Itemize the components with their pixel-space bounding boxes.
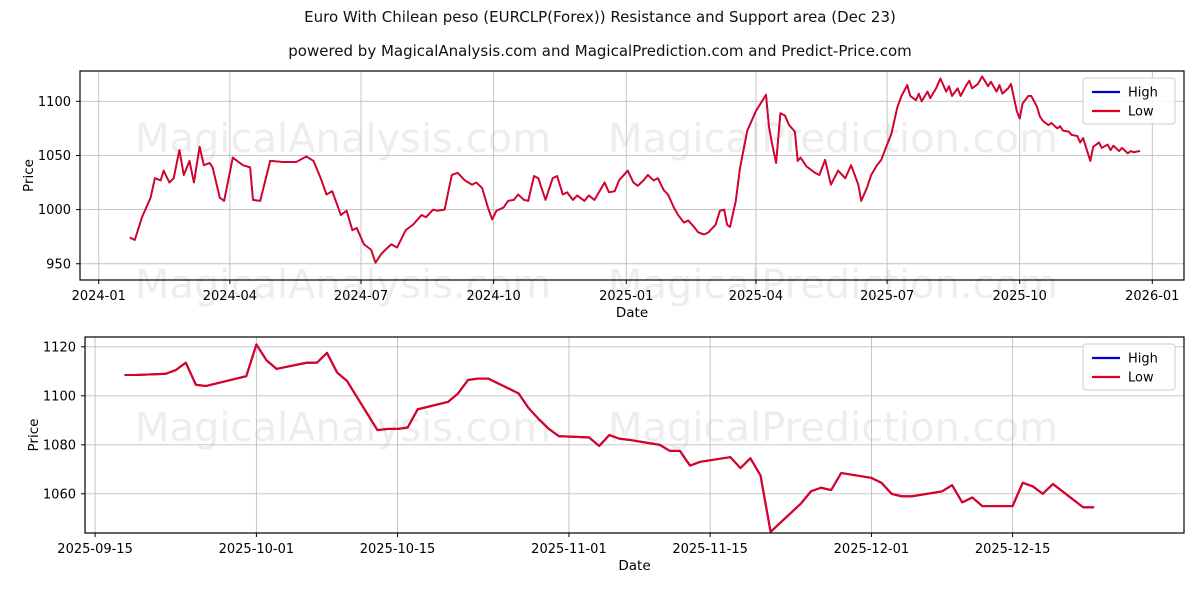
watermark-text: MagicalPrediction.com [608,405,1058,451]
watermark-text: MagicalPrediction.com [608,262,1058,308]
x-tick-label: 2024-07 [334,289,388,304]
x-tick-label: 2025-11-15 [672,542,748,557]
eurclp-recent-three-month-chart: 2025-09-15 2025-10-01 2025-10-15 2025-11-01… [26,336,1185,574]
legend-label-high: High [1128,352,1158,367]
x-tick-label: 2024-04 [203,289,257,304]
axes-spines [84,336,1185,534]
y-tick-label: 1050 [38,149,71,164]
x-tick-label: 2025-12-15 [975,542,1051,557]
legend-box [1082,77,1176,125]
y-tick-label: 950 [46,257,71,272]
x-tick-label: 2026-01 [1125,289,1179,304]
watermark-text: MagicalAnalysis.com [135,405,551,451]
chart-subtitle: powered by MagicalAnalysis.com and Magic… [288,42,912,60]
y-tick-label: 1060 [43,487,76,502]
y-axis-label: Price [21,159,37,192]
x-tick-label: 2025-07 [860,289,914,304]
series-line-low [129,75,1141,264]
x-tick-label: 2025-09-15 [57,542,133,557]
y-tick-label: 1080 [43,438,76,453]
grid-lines [85,337,1184,533]
tick-labels: 2024-01 2024-04 2024-07 2024-10 2025-01 2025-… [38,95,1180,304]
legend: High Low [1082,77,1176,125]
x-tick-label: 2024-01 [72,289,126,304]
chart-title: Euro With Chilean peso (EURCLP(Forex)) R… [304,8,896,26]
tick-labels: 2025-09-15 2025-10-01 2025-10-15 2025-11-01… [43,340,1050,557]
watermark-text: MagicalAnalysis.com [135,262,551,308]
y-tick-label: 1100 [43,389,76,404]
watermark-layer: MagicalAnalysis.com MagicalPrediction.com… [135,116,1058,451]
x-tick-label: 2025-04 [729,289,783,304]
y-tick-label: 1120 [43,340,76,355]
x-tick-label: 2025-10-15 [360,542,436,557]
x-axis-label: Date [618,558,650,574]
x-tick-label: 2024-10 [466,289,520,304]
legend-label-low: Low [1128,105,1154,120]
legend: High Low [1082,343,1176,391]
legend-label-low: Low [1128,371,1154,386]
legend-label-high: High [1128,86,1158,101]
watermark-text: MagicalPrediction.com [608,116,1058,162]
x-tick-label: 2025-01 [599,289,653,304]
x-tick-label: 2025-10-01 [219,542,295,557]
eurclp-two-year-chart: 2024-01 2024-04 2024-07 2024-10 2025-01 2025-… [21,70,1185,321]
y-tick-label: 1000 [38,203,71,218]
x-tick-label: 2025-12-01 [834,542,910,557]
y-tick-label: 1100 [38,95,71,110]
legend-box [1082,343,1176,391]
x-axis-label: Date [616,305,648,321]
x-tick-label: 2025-11-01 [531,542,607,557]
x-tick-label: 2025-10 [993,289,1047,304]
watermark-text: MagicalAnalysis.com [135,116,551,162]
y-axis-label: Price [26,419,42,452]
grid-lines [80,71,1184,280]
axes-spines [79,70,1185,281]
series-line-high [129,75,1141,264]
series-line-low [124,343,1095,533]
